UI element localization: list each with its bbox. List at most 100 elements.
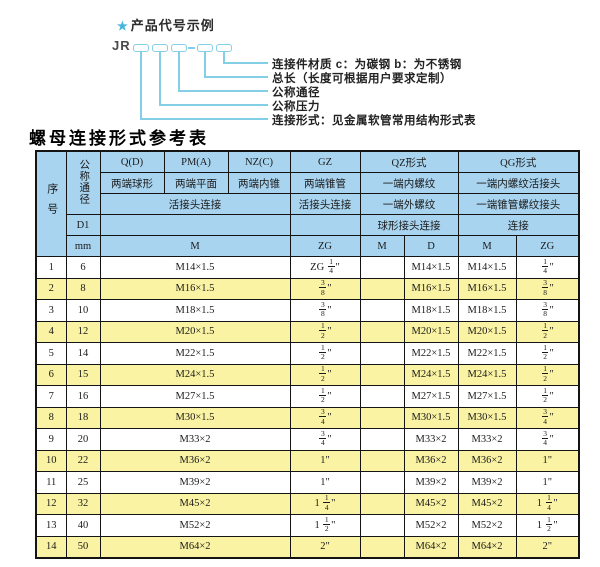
cell-seq: 7 [35, 385, 67, 408]
table-row: 10 22 M36×2 1" M36×2 M36×2 1" [35, 449, 580, 472]
diagram-label-material: 连接件材质 c：为碳钢 b：为不锈钢 [272, 59, 462, 71]
cell-dn: 32 [65, 492, 101, 515]
cell-qz_m [359, 342, 405, 365]
cell-qz_d: M52×2 [403, 514, 459, 537]
header-unit-zg: ZG [289, 235, 361, 257]
header-gz-desc: 两端锥管 [289, 172, 361, 194]
diagram-label-pressure: 公称压力 [272, 101, 320, 113]
diagram-label-connection: 连接形式：见金属软管常用结构形式表 [272, 115, 476, 127]
cell-qz_d: M16×1.5 [403, 277, 459, 300]
header-blank-gz [289, 214, 361, 236]
cell-qz_m [359, 385, 405, 408]
cell-qz_m [359, 535, 405, 559]
cell-m: M14×1.5 [99, 256, 291, 279]
nut-connection-reference-table: 序号 公称通径 Q(D) PM(A) NZ(C) GZ QZ形式 QG形式 两端… [35, 150, 581, 559]
cell-gz: ZG 1 4 " [289, 256, 361, 279]
header-dn: 公称通径 [65, 150, 101, 215]
cell-dn: 22 [65, 449, 101, 472]
cell-qg_zg: 1 1 2 " [515, 514, 580, 537]
cell-qg_zg: 1 4 " [515, 256, 580, 279]
table-row: 7 16 M27×1.5 1 2 " M27×1.5 M27×1.5 1 2 " [35, 385, 580, 408]
header-blank-m [99, 214, 291, 236]
cell-qz_m [359, 299, 405, 322]
cell-qz_d: M18×1.5 [403, 299, 459, 322]
cell-gz: 3 4 " [289, 428, 361, 451]
cell-m: M36×2 [99, 449, 291, 472]
cell-qz_m [359, 256, 405, 279]
header-nz-desc: 两端内锥 [227, 172, 291, 194]
code-box-1 [133, 44, 149, 52]
connector-line [140, 52, 142, 119]
cell-qg_m: M52×2 [457, 514, 517, 537]
cell-qg_m: M64×2 [457, 535, 517, 559]
cell-qz_m [359, 514, 405, 537]
cell-gz: 1 1 4 " [289, 492, 361, 515]
table-header: 序号 公称通径 Q(D) PM(A) NZ(C) GZ QZ形式 QG形式 两端… [35, 150, 580, 257]
cell-qz_d: M20×1.5 [403, 320, 459, 343]
cell-qz_m [359, 492, 405, 515]
cell-m: M16×1.5 [99, 277, 291, 300]
code-prefix: JR [112, 38, 131, 53]
cell-seq: 5 [35, 342, 67, 365]
cell-dn: 40 [65, 514, 101, 537]
table-row: 8 18 M30×1.5 3 4 " M30×1.5 M30×1.5 3 4 " [35, 406, 580, 429]
cell-qg_m: M33×2 [457, 428, 517, 451]
cell-seq: 9 [35, 428, 67, 451]
code-box-2 [152, 44, 168, 52]
cell-qz_d: M33×2 [403, 428, 459, 451]
cell-m: M52×2 [99, 514, 291, 537]
header-qz-conn: 球形接头连接 [359, 214, 459, 236]
cell-seq: 13 [35, 514, 67, 537]
cell-seq: 2 [35, 277, 67, 300]
cell-qz_d: M22×1.5 [403, 342, 459, 365]
cell-dn: 12 [65, 320, 101, 343]
table-row: 3 10 M18×1.5 3 8 " M18×1.5 M18×1.5 3 8 " [35, 299, 580, 322]
connector-line [159, 104, 268, 106]
cell-qz_d: M27×1.5 [403, 385, 459, 408]
cell-seq: 4 [35, 320, 67, 343]
table-row: 9 20 M33×2 3 4 " M33×2 M33×2 3 4 " [35, 428, 580, 451]
table-row: 13 40 M52×2 1 1 2 " M52×2 M52×2 1 1 2 " [35, 514, 580, 537]
cell-qz_m [359, 406, 405, 429]
header-union-conn: 活接头连接 [99, 193, 291, 215]
connector-line [204, 52, 206, 77]
cell-gz: 1 2 " [289, 385, 361, 408]
star-icon: ★ [117, 19, 129, 33]
cell-dn: 50 [65, 535, 101, 559]
cell-qg_m: M18×1.5 [457, 299, 517, 322]
cell-qg_m: M22×1.5 [457, 342, 517, 365]
example-title-text: 产品代号示例 [130, 18, 215, 33]
cell-seq: 1 [35, 256, 67, 279]
connector-line [223, 52, 225, 63]
cell-gz: 1 2 " [289, 320, 361, 343]
cell-m: M24×1.5 [99, 363, 291, 386]
header-seq: 序号 [35, 150, 67, 257]
header-q-desc: 两端球形 [99, 172, 165, 194]
cell-qz_m [359, 471, 405, 494]
cell-qz_m [359, 449, 405, 472]
table-title: 螺母连接形式参考表 [29, 129, 209, 148]
header-d1: D1 [65, 214, 101, 236]
cell-m: M45×2 [99, 492, 291, 515]
cell-qg_m: M24×1.5 [457, 363, 517, 386]
connector-line [223, 62, 268, 64]
header-col-qg: QG形式 [457, 150, 580, 173]
cell-dn: 16 [65, 385, 101, 408]
cell-qg_zg: 1 2 " [515, 320, 580, 343]
cell-dn: 8 [65, 277, 101, 300]
cell-dn: 15 [65, 363, 101, 386]
cell-gz: 2" [289, 535, 361, 559]
table-body: 1 6 M14×1.5 ZG 1 4 " M14×1.5 M14×1.5 1 4 " 2 8 M16×1.… [35, 256, 580, 559]
code-box-3 [171, 44, 187, 52]
header-qz-unit-d: D [403, 235, 459, 257]
diagram-label-diameter: 公称通径 [272, 87, 320, 99]
cell-seq: 8 [35, 406, 67, 429]
cell-qz_d: M36×2 [403, 449, 459, 472]
header-col-qz: QZ形式 [359, 150, 459, 173]
table-row: 6 15 M24×1.5 1 2 " M24×1.5 M24×1.5 1 2 " [35, 363, 580, 386]
cell-qg_m: M27×1.5 [457, 385, 517, 408]
cell-dn: 25 [65, 471, 101, 494]
cell-gz: 1" [289, 449, 361, 472]
header-qg-desc2: 一端锥管螺纹接头 [457, 193, 580, 215]
